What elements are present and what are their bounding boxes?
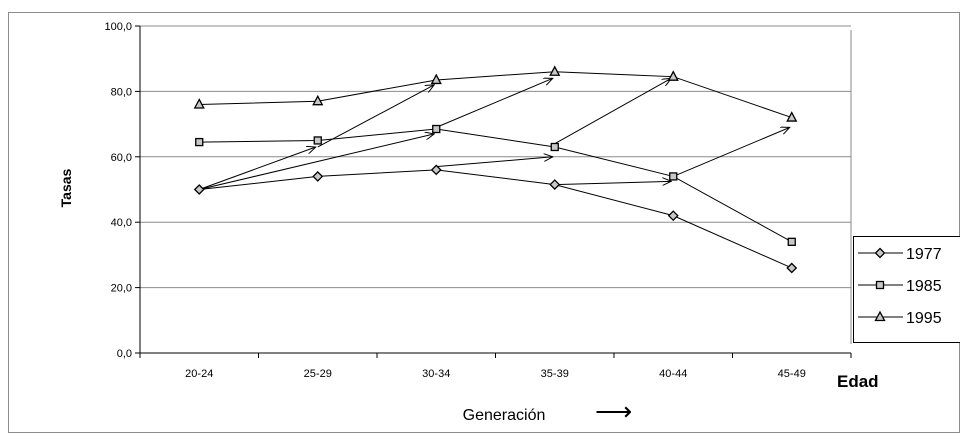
data-point-1995 — [667, 70, 679, 81]
gridlines — [140, 25, 851, 289]
x-tick-label: 40-44 — [659, 368, 687, 380]
y-tick-label: 80,0 — [111, 86, 132, 98]
cohort-arrow — [436, 78, 553, 128]
data-point-1985 — [313, 136, 322, 145]
legend-box — [853, 236, 960, 343]
y-tick-label: 100,0 — [104, 21, 132, 33]
series-line-1977 — [199, 169, 792, 269]
data-point-1995 — [312, 94, 324, 106]
series-markers — [193, 65, 798, 274]
data-point-1977 — [193, 184, 205, 195]
data-point-1995 — [786, 111, 798, 122]
data-point-1985 — [787, 237, 796, 246]
legend-marker-1995 — [874, 310, 886, 322]
data-point-1977 — [786, 262, 798, 274]
data-point-1985 — [195, 137, 204, 147]
legend-label-1995: 1995 — [906, 310, 942, 327]
y-axis-title: Tasas — [58, 168, 74, 207]
data-point-1995 — [549, 65, 561, 76]
data-point-1985 — [669, 172, 678, 181]
x-tick-label: 20-24 — [185, 368, 213, 380]
legend-marker-1985 — [875, 280, 885, 290]
footer-arrow: ⟶ — [595, 396, 632, 426]
tick-labels: 0,0 20,0 40,0 60,0 80,0 100,0 20-24 25-29 30-34 3… — [104, 21, 805, 380]
y-tick-label: 40,0 — [111, 217, 132, 229]
y-tick-label: 0,0 — [117, 348, 132, 360]
x-tick-label: 35-39 — [541, 368, 569, 380]
data-point-1985 — [550, 142, 559, 152]
legend-label-1985: 1985 — [906, 278, 942, 295]
series-line-1995 — [199, 71, 792, 119]
data-point-1995 — [430, 73, 442, 85]
data-point-1977 — [312, 171, 324, 182]
x-tick-label: 25-29 — [304, 368, 332, 380]
data-point-1995 — [193, 98, 205, 109]
legend-marker-1977 — [874, 247, 886, 259]
data-point-1977 — [549, 179, 561, 191]
x-axis-title: Edad — [837, 372, 879, 391]
cohort-arrow — [554, 181, 672, 184]
y-tick-label: 60,0 — [111, 152, 132, 164]
x-tick-label: 45-49 — [778, 368, 806, 380]
series-line-1985 — [199, 128, 792, 243]
cohort-arrow — [199, 147, 316, 190]
data-point-1985 — [432, 124, 441, 134]
axes — [135, 25, 852, 358]
series-lines — [199, 71, 792, 269]
cohort-arrow — [554, 78, 672, 145]
data-point-1977 — [430, 164, 442, 176]
cohort-arrow — [199, 134, 434, 190]
legend: 1977 1985 1995 — [853, 236, 960, 343]
cohort-arrows — [199, 78, 790, 190]
legend-label-1977: 1977 — [906, 246, 942, 263]
cohort-arrow — [436, 157, 553, 168]
footer-label: Generación — [463, 407, 546, 424]
data-point-1977 — [667, 210, 679, 222]
cohort-arrow — [317, 85, 435, 148]
x-tick-label: 30-34 — [422, 368, 450, 380]
y-tick-label: 20,0 — [111, 283, 132, 295]
cohort-arrow — [673, 127, 790, 177]
